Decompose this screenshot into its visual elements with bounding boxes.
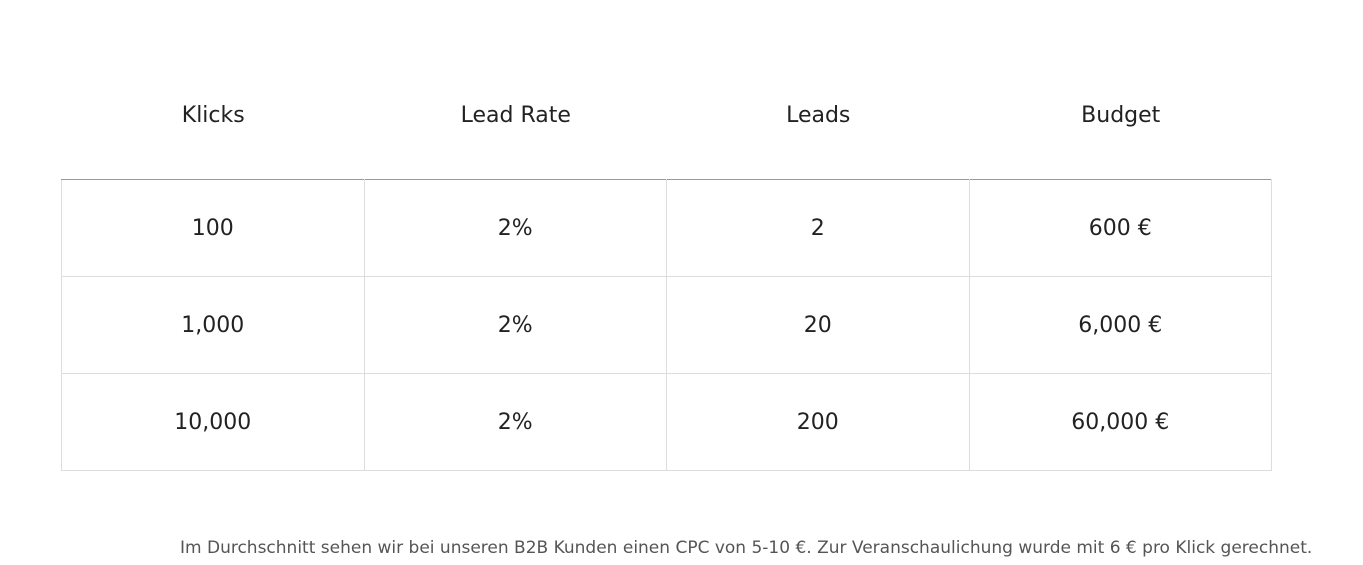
header-cell: Klicks xyxy=(181,103,245,128)
table-row: 1,000 2% 20 6,000 € xyxy=(61,276,1272,374)
table-cell: 100 xyxy=(61,179,365,277)
header-cell: Budget xyxy=(1081,103,1161,128)
table-row: 10,000 2% 200 60,000 € xyxy=(61,373,1272,471)
table-cell: 20 xyxy=(666,276,970,374)
table-cell: 2% xyxy=(363,179,667,277)
data-table: 100 2% 2 600 €1,000 2% 20 6,000 €10,000 2% 200 60… xyxy=(61,179,1272,471)
table-row: 100 2% 2 600 € xyxy=(61,179,1272,277)
table-cell: 2% xyxy=(363,373,667,471)
table-cell: 2 xyxy=(666,179,970,277)
table-cell: 2% xyxy=(363,276,667,374)
table-cell: 200 xyxy=(666,373,970,471)
table-cell: 60,000 € xyxy=(968,373,1272,471)
table-cell: 10,000 xyxy=(61,373,365,471)
footnote: Im Durchschnitt sehen wir bei unseren B2… xyxy=(180,538,1313,558)
table-cell: 600 € xyxy=(968,179,1272,277)
header-cell: Leads xyxy=(786,103,851,128)
table-header: Klicks Lead Rate Leads Budget xyxy=(62,98,1272,134)
table-body: 100 2% 2 600 €1,000 2% 20 6,000 €10,000 2% 200 60… xyxy=(61,179,1272,471)
table-cell: 6,000 € xyxy=(968,276,1272,374)
header-cell: Lead Rate xyxy=(460,103,571,128)
table-cell: 1,000 xyxy=(61,276,365,374)
